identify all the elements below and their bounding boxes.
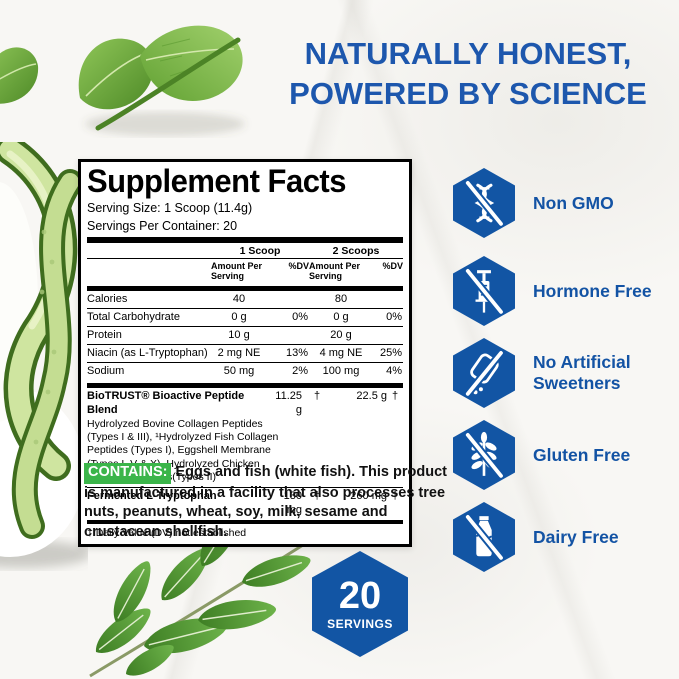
dv-2: 0% xyxy=(386,310,402,323)
badge-label: Gluten Free xyxy=(533,444,631,465)
hexagon-shape xyxy=(453,256,515,326)
badge-dairy-free: Dairy Free xyxy=(453,502,619,572)
tryptophan-row: Fermented L-Tryptophan 130 mg † 260 mg † xyxy=(87,488,403,517)
no-sweetener-packet-icon xyxy=(464,350,504,397)
hexagon-shape xyxy=(453,168,515,238)
hexagon-shape xyxy=(453,420,515,490)
divider-line xyxy=(87,486,403,488)
serving-size: Serving Size: 1 Scoop (11.4g) xyxy=(87,200,253,215)
dv-1: 0% xyxy=(292,310,308,323)
badge-label: Dairy Free xyxy=(533,526,619,547)
scoop-column-groups: 1 Scoop 2 Scoops xyxy=(87,243,403,260)
amount-2: 20 g xyxy=(330,328,352,341)
no-dairy-bottle-icon xyxy=(464,514,504,561)
tryptophan-amount-2: 260 mg xyxy=(350,490,387,503)
servings-badge: 20 SERVINGS xyxy=(312,551,408,657)
basil-leaves-top xyxy=(78,25,245,136)
nutrient-name: Niacin (as L-Tryptophan) xyxy=(87,347,208,360)
blend-amount-1: 11.25 g xyxy=(275,390,302,416)
tryptophan-dv-2: † xyxy=(391,490,399,503)
no-syringe-icon xyxy=(464,268,504,315)
contains-text: Eggs and fish (white fish). This product… xyxy=(84,464,447,540)
table-row: Niacin (as L-Tryptophan) 2 mg NE 13% 4 m… xyxy=(87,344,403,362)
amount-2: 4 mg NE xyxy=(319,347,363,360)
badge-label: Non GMO xyxy=(533,192,614,213)
amount-1: 50 mg xyxy=(223,365,255,378)
dv-1 xyxy=(267,329,309,342)
dv-2: 25% xyxy=(379,347,402,360)
col-group-1-scoop: 1 Scoop xyxy=(239,245,281,258)
dv-1: 13% xyxy=(285,347,308,360)
nutrient-name: Total Carbohydrate xyxy=(87,310,180,323)
divider-bar xyxy=(87,237,403,244)
servings-label: SERVINGS xyxy=(327,617,393,631)
supplement-facts-panel: Supplement Facts Serving Size: 1 Scoop (… xyxy=(78,159,412,548)
badge-gluten-free: Gluten Free xyxy=(453,420,630,490)
dv-2 xyxy=(373,329,403,342)
blend-dv-1: † xyxy=(313,390,321,403)
blend-row: BioTRUST® Bioactive Peptide Blend 11.25 … xyxy=(87,388,403,417)
dv-1: 2% xyxy=(292,365,308,378)
dv-2 xyxy=(373,293,403,306)
dv-1 xyxy=(267,293,309,306)
amount-2: 0 g xyxy=(333,310,349,323)
amount-1: 40 xyxy=(232,292,246,305)
nutrient-name: Calories xyxy=(87,292,128,305)
hexagon-shape xyxy=(453,338,515,408)
blend-dv-2: † xyxy=(391,390,399,403)
badge-non-gmo: Non GMO xyxy=(453,168,614,238)
contains-label: CONTAINS: xyxy=(84,463,172,484)
dv-2: 4% xyxy=(386,365,402,378)
tryptophan-amount-1: 130 mg xyxy=(283,490,302,516)
badge-hormone-free: Hormone Free xyxy=(453,256,652,326)
dv-footnote: † Daily Value (DV) not established xyxy=(87,527,247,540)
cucumber-ribbons-bowl xyxy=(0,142,88,568)
col-header-amount-2: Amount Per Serving xyxy=(309,261,361,282)
divider-bar xyxy=(87,286,403,291)
table-row: Sodium 50 mg 2% 100 mg 4% xyxy=(87,362,403,380)
supplement-facts-title: Supplement Facts xyxy=(87,162,347,200)
amount-2: 80 xyxy=(334,292,348,305)
basil-leaf-left-edge xyxy=(0,47,39,104)
servings-count: 20 xyxy=(338,575,382,617)
amount-1: 0 g xyxy=(231,310,247,323)
nutrient-rows: Calories 40 80 Total Carbohydrate 0 g 0%… xyxy=(87,291,403,381)
servings-per-container: Servings Per Container: 20 xyxy=(87,218,238,233)
nutrient-name: Sodium xyxy=(87,365,125,378)
amount-1: 10 g xyxy=(228,328,250,341)
badge-no-artificial-sweetners: No Artificial Sweetners xyxy=(453,338,679,408)
amount-2: 100 mg xyxy=(322,365,360,378)
contains-statement: CONTAINS: Eggs and fish (white fish). Thi… xyxy=(84,463,448,542)
tryptophan-dv-1: † xyxy=(313,490,321,503)
badge-label: No Artificial Sweetners xyxy=(533,352,631,393)
amount-1: 2 mg NE xyxy=(217,347,261,360)
blend-amount-2: 22.5 g xyxy=(356,390,387,403)
table-row: Total Carbohydrate 0 g 0% 0 g 0% xyxy=(87,307,403,326)
nutrient-name: Protein xyxy=(87,328,122,341)
no-wheat-icon xyxy=(464,431,504,479)
col-header-dv-1: %DV xyxy=(288,261,309,272)
blend-name: BioTRUST® Bioactive Peptide Blend xyxy=(87,390,245,416)
divider-bar xyxy=(87,383,403,388)
leaf-branch-bottom xyxy=(89,524,315,678)
col-header-amount-1: Amount Per Serving xyxy=(211,261,263,282)
badge-label: Hormone Free xyxy=(533,280,652,301)
headline-line2: POWERED BY SCIENCE xyxy=(289,75,647,111)
table-row: Protein 10 g 20 g xyxy=(87,325,403,344)
column-headers: Amount Per Serving %DV Amount Per Servin… xyxy=(87,259,403,283)
col-group-2-scoops: 2 Scoops xyxy=(332,245,380,258)
headline: NATURALLY HONEST, POWERED BY SCIENCE xyxy=(256,34,679,113)
tryptophan-name: Fermented L-Tryptophan xyxy=(87,490,217,503)
divider-bar xyxy=(87,519,403,525)
headline-line1: NATURALLY HONEST, xyxy=(304,36,632,71)
no-gmo-dna-icon xyxy=(464,180,504,227)
hexagon-shape xyxy=(453,502,515,572)
col-header-dv-2: %DV xyxy=(382,261,403,272)
table-row: Calories 40 80 xyxy=(87,291,403,308)
